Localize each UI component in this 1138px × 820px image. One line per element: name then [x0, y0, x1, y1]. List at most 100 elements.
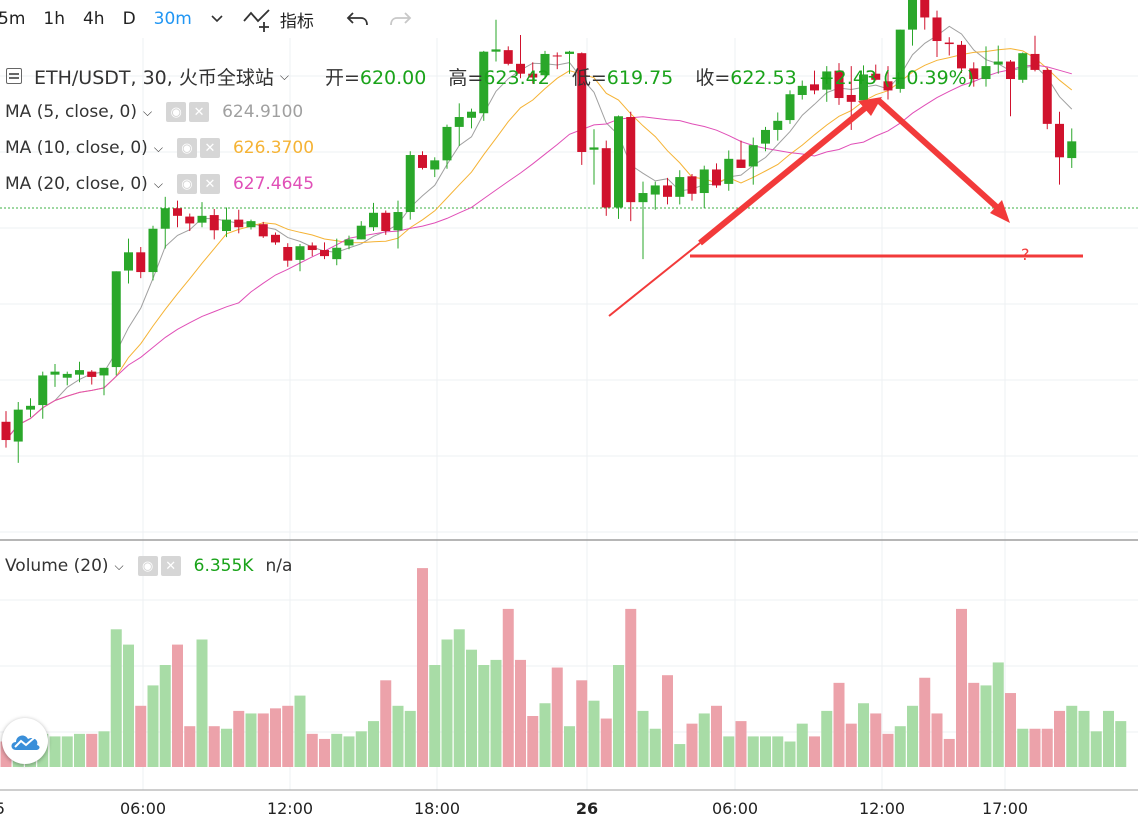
- candle: [650, 181, 660, 210]
- toolbar: 5m 1h 4h D 30m 指标: [0, 0, 1138, 38]
- ma20-line: [5, 64, 1072, 441]
- volume-remove-icon[interactable]: ✕: [160, 556, 181, 576]
- candle: [295, 243, 305, 272]
- candle: [663, 177, 672, 205]
- candle: [50, 364, 60, 387]
- volume-bar: [294, 695, 306, 767]
- volume-bar: [564, 726, 575, 767]
- trend-arrow-up: [698, 101, 872, 246]
- volume-bar: [943, 738, 955, 767]
- candle: [111, 271, 121, 376]
- candle: [62, 371, 72, 386]
- candle: [430, 157, 440, 178]
- interval-30m[interactable]: 30m: [153, 9, 192, 29]
- candle-body: [944, 42, 954, 45]
- ma20-remove-icon[interactable]: ✕: [199, 174, 220, 194]
- candles: [1, 0, 1077, 463]
- volume-bar: [747, 736, 759, 767]
- candle: [810, 70, 819, 95]
- volume-bar: [1054, 710, 1065, 767]
- volume-bar: [539, 703, 551, 767]
- ma10-visibility-icon[interactable]: ◉: [176, 138, 197, 158]
- candle-body: [846, 94, 856, 102]
- ma20-legend[interactable]: MA (20, close, 0) ⌵ ◉ ✕ 627.4645: [5, 171, 314, 197]
- candle-body: [589, 147, 599, 150]
- candle: [871, 64, 881, 81]
- candle-body: [356, 225, 366, 240]
- ma20-label: MA (20, close, 0): [5, 174, 148, 194]
- candle: [503, 46, 513, 66]
- candle-body: [883, 81, 893, 91]
- volume-bar: [760, 736, 771, 767]
- candle-body: [724, 158, 734, 184]
- ma5-chevron-icon[interactable]: ⌵: [143, 104, 153, 119]
- volume-bar: [600, 718, 612, 767]
- candle-body: [307, 245, 317, 251]
- candle: [381, 210, 391, 235]
- time-tick-label: 17:00: [982, 799, 1028, 818]
- interval-dropdown-chevron-icon[interactable]: [210, 14, 224, 24]
- ma10-legend[interactable]: MA (10, close, 0) ⌵ ◉ ✕ 626.3700: [5, 135, 314, 161]
- candle: [944, 37, 954, 56]
- ma5-legend[interactable]: MA (5, close, 0) ⌵ ◉ ✕ 624.9100: [5, 99, 303, 125]
- time-tick-label: 06:00: [120, 799, 166, 818]
- candle: [589, 129, 599, 185]
- volume-bar: [74, 733, 85, 767]
- ma20-visibility-icon[interactable]: ◉: [176, 174, 197, 194]
- ma10-chevron-icon[interactable]: ⌵: [153, 140, 163, 155]
- legend-main: ETH/USDT, 30, 火币全球站 ⌵ 开=620.00 高=623.42 …: [6, 62, 990, 90]
- volume-legend[interactable]: Volume (20) ⌵ ◉ ✕ 6.355K n/a: [5, 553, 292, 579]
- volume-bar: [772, 736, 784, 767]
- volume-bar: [453, 629, 465, 767]
- candle-body: [234, 219, 244, 228]
- time-axis-ticks: 5 06:00 12:00 18:00 26 06:00 12:00 17:00: [0, 799, 1028, 818]
- volume-visibility-icon[interactable]: ◉: [137, 556, 158, 576]
- candle: [307, 242, 317, 257]
- ma10-value: 626.3700: [232, 138, 315, 158]
- chart-settings-icon[interactable]: [6, 68, 22, 84]
- candle: [369, 202, 378, 232]
- ma5-visibility-icon[interactable]: ◉: [166, 102, 187, 122]
- symbol-title[interactable]: ETH/USDT, 30, 火币全球站: [34, 66, 274, 89]
- candle-body: [381, 212, 391, 232]
- candle: [491, 19, 501, 62]
- candle: [736, 140, 746, 168]
- volume-chevron-icon[interactable]: ⌵: [114, 558, 124, 573]
- candle-body: [173, 208, 182, 216]
- candle-body: [148, 228, 158, 273]
- candle: [418, 151, 427, 170]
- ma5-remove-icon[interactable]: ✕: [189, 102, 210, 122]
- candle-body: [50, 371, 60, 375]
- interval-1h[interactable]: 1h: [43, 9, 65, 29]
- interval-d[interactable]: D: [122, 9, 136, 29]
- candle-body: [712, 169, 721, 186]
- candle-body: [638, 193, 648, 203]
- candle-body: [675, 177, 685, 197]
- candle: [552, 52, 562, 70]
- redo-icon[interactable]: [388, 9, 412, 29]
- candle-body: [258, 224, 268, 237]
- volume-bar: [331, 733, 343, 767]
- volume-bar: [956, 608, 967, 767]
- candle-body: [614, 116, 623, 208]
- candle: [773, 112, 783, 141]
- volume-bar: [404, 710, 416, 767]
- candle-body: [491, 49, 501, 52]
- undo-icon[interactable]: [346, 9, 370, 29]
- indicators-button[interactable]: 指标: [242, 5, 314, 33]
- tradingview-logo[interactable]: [2, 718, 48, 764]
- interval-5m[interactable]: 5m: [0, 9, 26, 29]
- volume-extra: n/a: [265, 556, 293, 576]
- volume-bar: [796, 723, 808, 767]
- candle: [124, 238, 133, 284]
- volume-bar: [576, 680, 588, 767]
- ma10-remove-icon[interactable]: ✕: [199, 138, 220, 158]
- candle: [1006, 60, 1015, 117]
- interval-4h[interactable]: 4h: [82, 9, 105, 29]
- candle: [516, 34, 525, 79]
- ma20-chevron-icon[interactable]: ⌵: [153, 176, 163, 191]
- candle: [908, 0, 917, 46]
- symbol-dropdown-chevron-icon[interactable]: ⌵: [279, 68, 289, 83]
- volume-bar: [1078, 710, 1090, 767]
- candle-body: [565, 51, 574, 54]
